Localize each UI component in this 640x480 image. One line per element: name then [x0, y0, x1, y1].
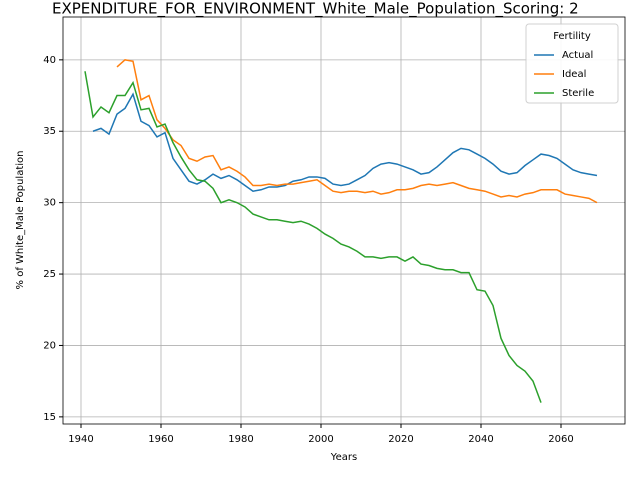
- x-tick-label: 2020: [388, 434, 413, 445]
- series-line: [84, 71, 542, 403]
- x-tick-label: 1980: [228, 434, 253, 445]
- y-tick-label: 40: [43, 55, 56, 66]
- y-tick-label: 30: [43, 198, 56, 209]
- x-tick-label: 1960: [148, 434, 173, 445]
- series-line: [92, 92, 598, 193]
- y-axis-label: % of White_Male Population: [15, 151, 26, 290]
- series-line: [116, 59, 598, 204]
- legend-box: [525, 23, 619, 104]
- legend-label: Sterile: [562, 88, 594, 99]
- chart-title: EXPENDITURE_FOR_ENVIRONMENT_White_Male_P…: [52, 0, 579, 19]
- x-tick-label: 2060: [548, 434, 573, 445]
- x-tick-label: 1940: [68, 434, 93, 445]
- y-tick-label: 35: [43, 126, 56, 137]
- legend-label: Actual: [562, 50, 593, 61]
- x-axis-label: Years: [330, 452, 357, 463]
- plot-frame: [62, 16, 626, 425]
- y-tick-label: 20: [43, 340, 56, 351]
- x-tick-label: 2000: [308, 434, 333, 445]
- legend-label: Ideal: [562, 69, 586, 80]
- legend: Fertility Actual Ideal Sterile: [525, 23, 619, 104]
- y-tick-label: 25: [43, 269, 56, 280]
- y-tick-label: 15: [43, 412, 56, 423]
- legend-title: Fertility: [553, 31, 591, 42]
- x-tick-label: 2040: [468, 434, 493, 445]
